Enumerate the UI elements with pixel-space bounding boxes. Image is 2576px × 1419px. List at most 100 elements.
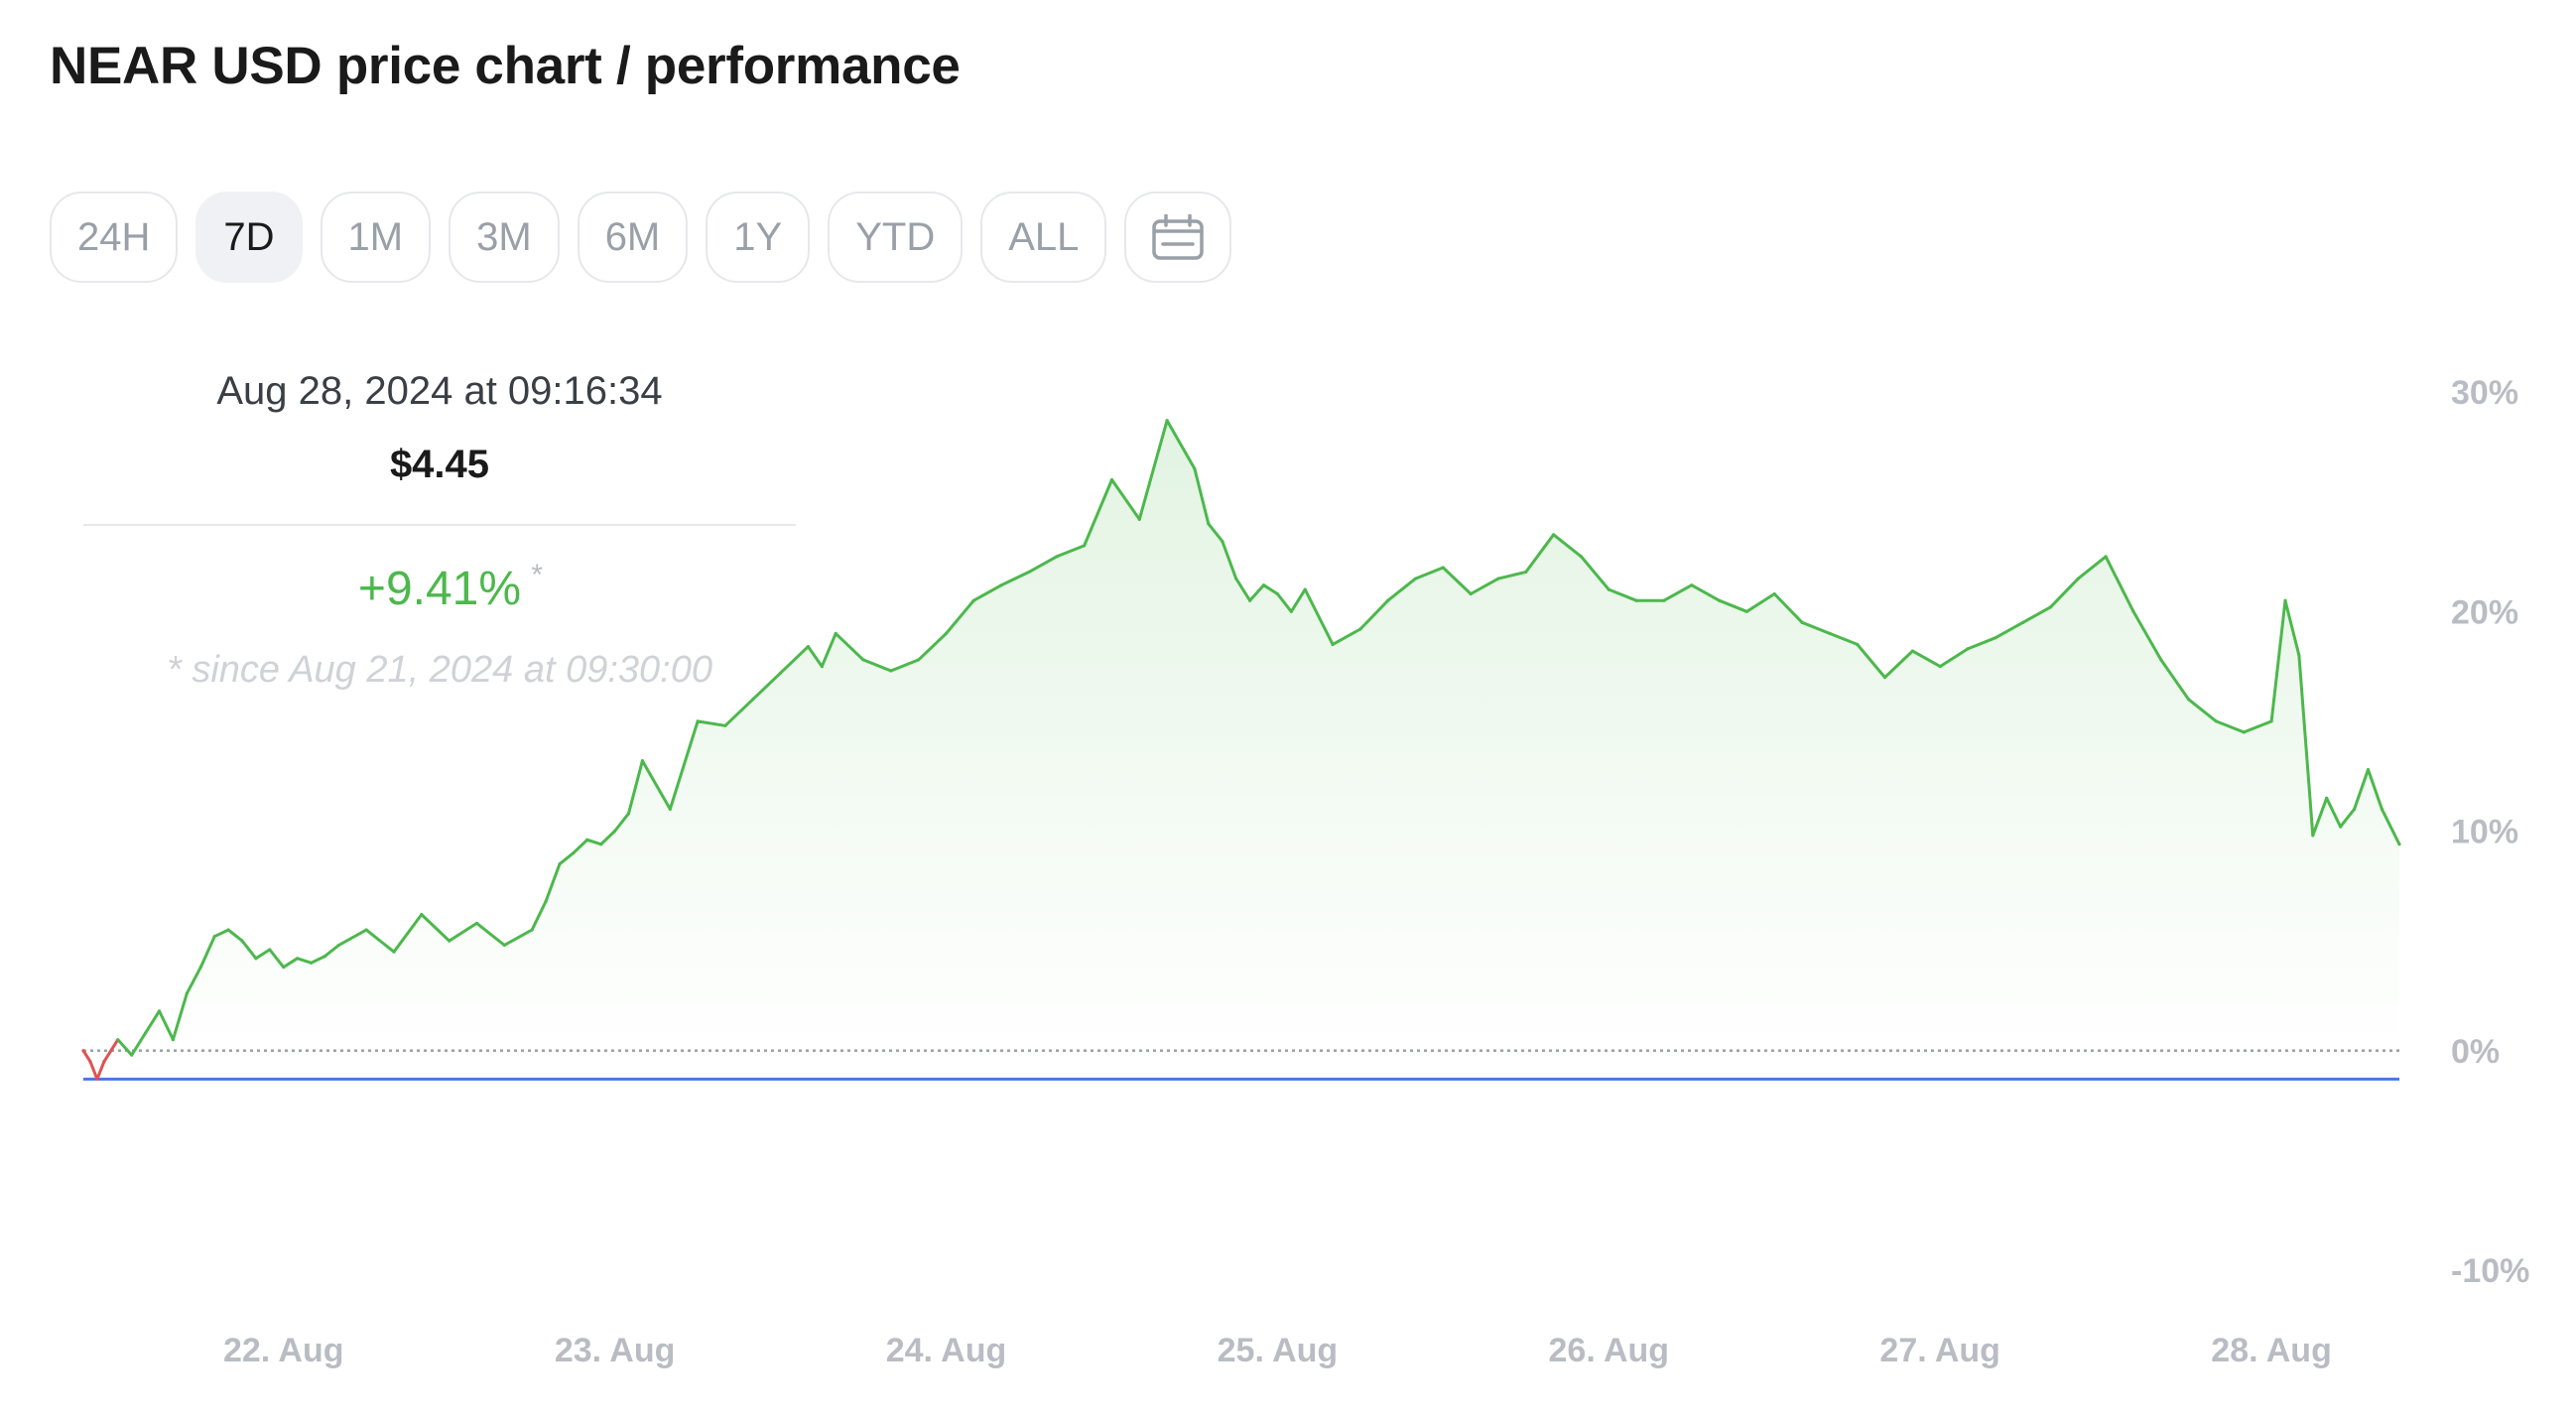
data-point	[2076, 577, 2080, 580]
data-point	[282, 966, 286, 969]
data-point	[336, 943, 340, 948]
data-point	[2214, 719, 2219, 723]
data-point	[1966, 647, 1970, 651]
data-point	[1331, 642, 1335, 647]
tooltip-change: +9.41% *	[357, 559, 543, 617]
data-point	[1027, 570, 1031, 575]
range-button-24h[interactable]: 24H	[50, 192, 179, 283]
data-point	[696, 719, 700, 723]
data-point	[917, 658, 921, 662]
x-tick-label: 22. Aug	[223, 1332, 344, 1369]
data-point	[820, 664, 824, 669]
tooltip-divider	[83, 524, 796, 526]
data-point	[971, 598, 975, 602]
data-point	[1552, 533, 1556, 537]
data-point	[1496, 577, 1500, 580]
data-point	[1579, 555, 1584, 559]
data-point	[1413, 577, 1418, 580]
x-tick-label: 25. Aug	[1218, 1332, 1339, 1369]
data-point	[1800, 620, 1804, 624]
data-point	[558, 862, 562, 866]
x-tick-label: 24. Aug	[886, 1332, 1007, 1369]
data-point	[668, 807, 672, 811]
data-point	[171, 1038, 176, 1042]
data-point	[861, 658, 865, 662]
data-point	[392, 950, 396, 954]
tooltip-since: * since Aug 21, 2024 at 09:30:00	[166, 649, 713, 691]
data-point	[1109, 477, 1114, 482]
data-point	[364, 928, 368, 932]
data-point	[502, 943, 506, 948]
data-point	[889, 669, 893, 673]
data-point	[2187, 698, 2191, 702]
data-point	[226, 928, 230, 932]
data-point	[254, 957, 258, 961]
data-point	[1083, 544, 1087, 548]
data-point	[2366, 767, 2371, 772]
y-tick-label: 30%	[2451, 374, 2518, 412]
data-point	[626, 812, 631, 816]
data-point	[723, 723, 727, 727]
range-button-6m[interactable]: 6M	[577, 192, 689, 283]
data-point	[1772, 591, 1776, 596]
range-button-all[interactable]: ALL	[980, 192, 1107, 283]
data-point	[420, 912, 424, 917]
data-point	[2242, 730, 2246, 734]
data-point	[1275, 591, 1280, 596]
x-tick-label: 23. Aug	[555, 1332, 676, 1369]
data-point	[212, 935, 216, 939]
x-axis: 22. Aug 23. Aug 24. Aug 25. Aug 26. Aug 27. A…	[223, 1332, 2332, 1369]
data-point	[806, 645, 810, 649]
data-point	[2131, 609, 2135, 613]
data-point	[778, 671, 783, 675]
data-point	[640, 759, 645, 763]
data-point	[240, 939, 244, 943]
y-axis: -10% 0% 10% 20% 30%	[2451, 374, 2529, 1290]
data-point	[2352, 807, 2357, 811]
data-point	[144, 1031, 148, 1035]
data-point	[1193, 466, 1197, 471]
data-point	[2325, 796, 2329, 800]
tooltip-price: $4.45	[389, 443, 490, 486]
data-point	[157, 1009, 162, 1013]
data-point	[944, 631, 949, 635]
area-fill	[117, 420, 2399, 1056]
x-tick-label: 26. Aug	[1549, 1332, 1670, 1369]
data-point	[1607, 587, 1610, 591]
calendar-button[interactable]	[1124, 192, 1232, 283]
data-point	[1938, 664, 1942, 669]
data-point	[2104, 555, 2108, 559]
data-point	[1469, 591, 1473, 596]
data-point	[88, 1060, 92, 1064]
data-point	[95, 1077, 99, 1082]
data-point	[1207, 522, 1211, 526]
range-button-7d[interactable]: 7D	[195, 192, 303, 283]
range-button-3m[interactable]: 3M	[449, 192, 560, 283]
series-line-negative	[81, 1038, 120, 1081]
data-point	[751, 698, 755, 702]
data-point	[1662, 598, 1666, 602]
data-point	[1247, 598, 1252, 602]
data-point	[834, 631, 837, 635]
data-point	[2269, 719, 2273, 723]
data-point	[544, 899, 548, 903]
data-point	[585, 838, 589, 841]
data-point	[1856, 642, 1860, 647]
data-point	[185, 991, 189, 995]
data-point	[2339, 825, 2343, 829]
data-point	[2021, 620, 2025, 624]
range-button-ytd[interactable]: YTD	[828, 192, 964, 283]
data-point	[1303, 587, 1307, 591]
data-point	[1165, 419, 1169, 423]
data-point	[1744, 609, 1749, 613]
data-point	[322, 955, 327, 959]
tooltip-date: Aug 28, 2024 at 09:16:34	[216, 369, 663, 413]
data-point	[130, 1053, 134, 1057]
y-tick-label: 0%	[2451, 1033, 2500, 1071]
data-point	[1055, 555, 1059, 559]
range-button-1y[interactable]: 1Y	[706, 192, 811, 283]
range-button-1m[interactable]: 1M	[320, 192, 432, 283]
tooltip-change-value: +9.41%	[357, 563, 522, 615]
data-point	[268, 948, 272, 952]
